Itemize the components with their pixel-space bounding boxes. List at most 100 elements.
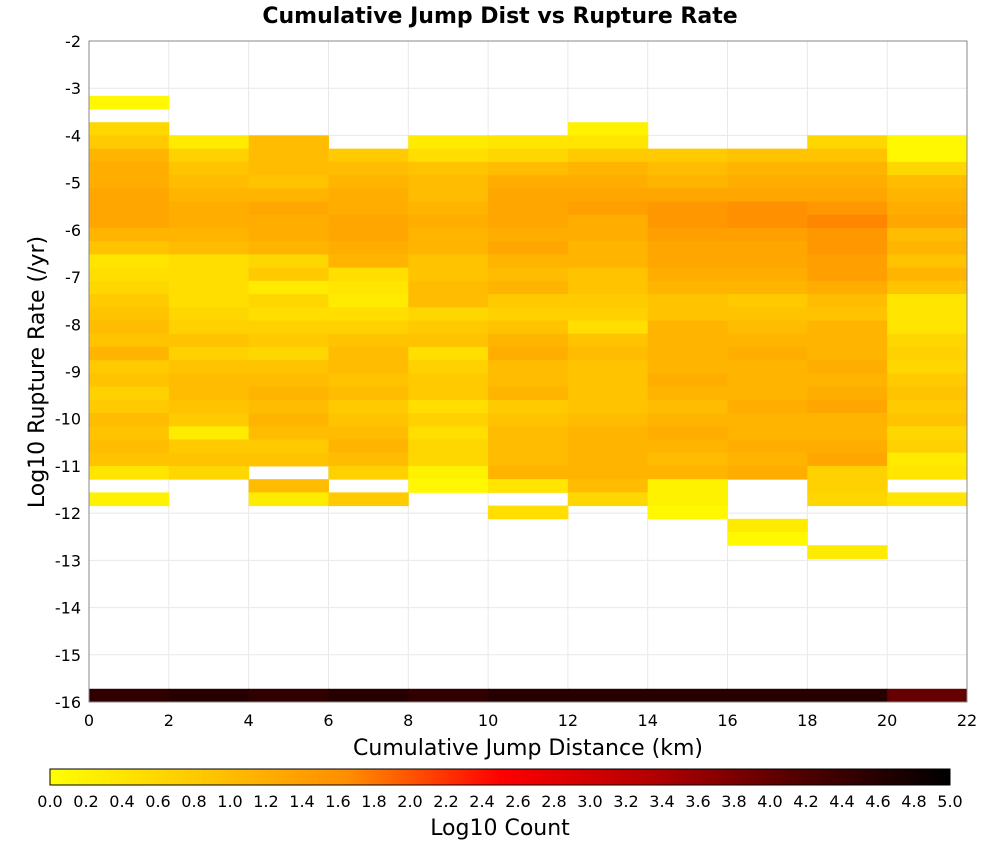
- heatmap-cell: [567, 465, 649, 480]
- colorbar-tick-label: 1.4: [289, 792, 314, 811]
- heatmap-cell: [328, 227, 409, 242]
- heatmap-cell: [887, 161, 968, 176]
- x-tick-label: 2: [164, 711, 174, 730]
- heatmap-cell: [408, 148, 489, 163]
- heatmap-cell: [807, 439, 888, 454]
- heatmap-cell: [408, 426, 489, 440]
- colorbar-label: Log10 Count: [430, 816, 570, 841]
- x-tick-label: 18: [797, 711, 817, 730]
- heatmap-cell: [647, 214, 729, 229]
- x-tick-label: 6: [323, 711, 333, 730]
- heatmap-cell: [887, 373, 968, 388]
- colorbar-tick-label: 4.2: [793, 792, 818, 811]
- heatmap-cell: [727, 148, 808, 163]
- heatmap-cell: [248, 267, 329, 282]
- heatmap-cell: [567, 148, 649, 163]
- heatmap-cell: [328, 492, 409, 507]
- heatmap-cell: [488, 175, 569, 189]
- heatmap-cell: [328, 399, 409, 414]
- heatmap-cell: [887, 399, 968, 414]
- heatmap-cell: [807, 267, 888, 282]
- heatmap-cell: [488, 214, 569, 229]
- colorbar-tick-label: 0.6: [145, 792, 170, 811]
- heatmap-cell: [807, 452, 888, 467]
- heatmap-cell: [168, 688, 250, 702]
- heatmap-cell: [567, 254, 649, 269]
- heatmap-cell: [488, 479, 569, 493]
- y-tick-label: -10: [55, 410, 81, 429]
- heatmap-cell: [807, 175, 888, 189]
- heatmap-cell: [408, 188, 489, 203]
- heatmap-cell: [328, 439, 409, 454]
- colorbar-tick-label: 1.2: [253, 792, 278, 811]
- heatmap-cell: [727, 188, 808, 203]
- heatmap-cell: [408, 201, 489, 216]
- heatmap-cell: [89, 214, 170, 229]
- heatmap-cell: [807, 188, 888, 203]
- heatmap-cell: [328, 161, 409, 176]
- heatmap-cell: [488, 465, 569, 480]
- heatmap-cell: [328, 307, 409, 322]
- heatmap-cell: [727, 360, 808, 374]
- colorbar-tick-label: 4.6: [865, 792, 890, 811]
- colorbar-tick-label: 2.4: [469, 792, 494, 811]
- heatmap-cell: [168, 439, 250, 454]
- heatmap-cell: [807, 320, 888, 335]
- heatmap-cell: [328, 386, 409, 401]
- heatmap-cell: [89, 188, 170, 203]
- heatmap-cell: [168, 386, 250, 401]
- x-tick-label: 12: [558, 711, 578, 730]
- heatmap-cell: [727, 688, 808, 702]
- heatmap-cell: [168, 148, 250, 163]
- heatmap-cell: [89, 333, 170, 348]
- heatmap-cell: [248, 333, 329, 348]
- heatmap-cell: [887, 360, 968, 374]
- heatmap-cell: [248, 175, 329, 189]
- heatmap-cell: [647, 386, 729, 401]
- heatmap-cell: [168, 254, 250, 269]
- x-tick-label: 14: [638, 711, 658, 730]
- heatmap-cell: [567, 227, 649, 242]
- x-tick-label: 0: [84, 711, 94, 730]
- heatmap-cell: [807, 241, 888, 255]
- heatmap-cell: [488, 320, 569, 335]
- heatmap-cell: [168, 201, 250, 216]
- heatmap-cell: [807, 373, 888, 388]
- heatmap-cell: [248, 280, 329, 295]
- heatmap-cell: [488, 161, 569, 176]
- heatmap-cell: [328, 214, 409, 229]
- heatmap-cell: [807, 360, 888, 374]
- heatmap-cell: [647, 413, 729, 427]
- heatmap-cell: [408, 307, 489, 322]
- heatmap-cell: [807, 280, 888, 295]
- heatmap-cell: [807, 545, 888, 559]
- heatmap-cell: [89, 175, 170, 189]
- heatmap-cell: [567, 426, 649, 440]
- heatmap-cell: [647, 492, 729, 507]
- heatmap-cell: [488, 280, 569, 295]
- heatmap-cell: [488, 333, 569, 348]
- y-tick-label: -2: [65, 32, 81, 51]
- heatmap-cell: [168, 399, 250, 414]
- heatmap-cell: [807, 214, 888, 229]
- heatmap-cell: [408, 175, 489, 189]
- heatmap-cell: [168, 214, 250, 229]
- colorbar-tick-label: 3.0: [577, 792, 602, 811]
- colorbar-tick-label: 1.6: [325, 792, 350, 811]
- heatmap-cell: [727, 373, 808, 388]
- heatmap-cell: [168, 227, 250, 242]
- heatmap-cell: [488, 188, 569, 203]
- heatmap-cell: [488, 505, 569, 520]
- heatmap-cell: [887, 188, 968, 203]
- heatmap-cell: [647, 360, 729, 374]
- heatmap-cell: [647, 333, 729, 348]
- heatmap-cell: [488, 201, 569, 216]
- heatmap-cell: [328, 688, 409, 702]
- heatmap-cell: [408, 267, 489, 282]
- heatmap-cell: [408, 399, 489, 414]
- heatmap-cell: [248, 227, 329, 242]
- heatmap-cell: [727, 307, 808, 322]
- heatmap-cell: [807, 254, 888, 269]
- x-tick-label: 4: [244, 711, 254, 730]
- y-tick-label: -9: [65, 363, 81, 382]
